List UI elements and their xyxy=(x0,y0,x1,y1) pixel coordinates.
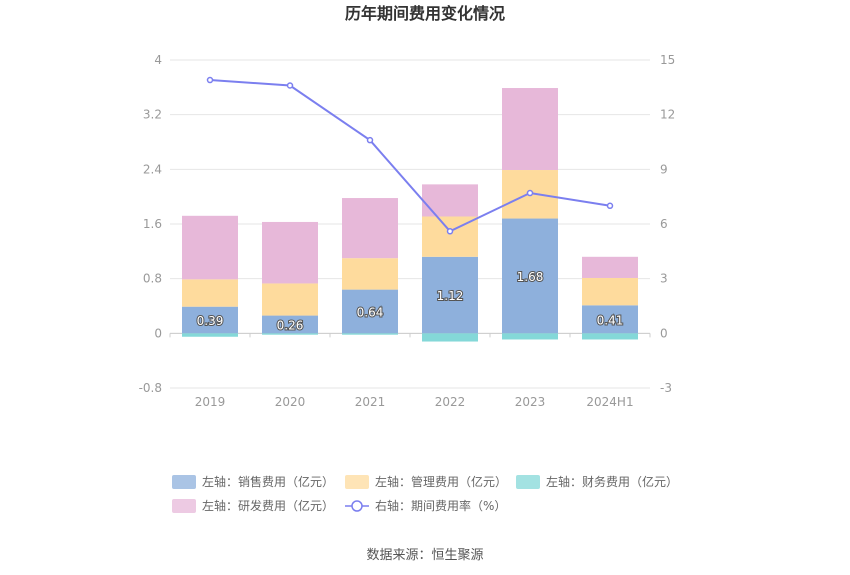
bar-segment xyxy=(422,256,478,334)
right-tick-label: 9 xyxy=(660,162,668,176)
x-tick-label: 2022 xyxy=(435,395,466,409)
right-tick-label: 6 xyxy=(660,217,668,231)
right-tick-label: 0 xyxy=(660,326,668,340)
bar-data-label: 0.26 xyxy=(277,318,304,332)
legend-swatch xyxy=(516,475,540,489)
x-tick-label: 2020 xyxy=(275,395,306,409)
left-tick-label: 1.6 xyxy=(143,217,162,231)
bar-segment xyxy=(342,258,398,290)
rate-point xyxy=(526,189,534,197)
bar-segment xyxy=(182,279,238,307)
bar-segment xyxy=(502,218,558,334)
x-tick-label: 2023 xyxy=(515,395,546,409)
source-note: 数据来源：恒生聚源 xyxy=(366,548,483,563)
right-tick-label: -3 xyxy=(660,381,672,395)
bar-segment xyxy=(582,333,638,340)
legend-marker xyxy=(351,500,363,512)
rate-point xyxy=(206,76,214,84)
legend-swatch xyxy=(172,499,196,513)
right-tick-label: 12 xyxy=(660,108,675,122)
line-series xyxy=(206,76,614,235)
left-tick-label: 4 xyxy=(154,53,162,67)
bar-segment xyxy=(422,333,478,342)
bar-segment xyxy=(182,306,238,334)
bar-segment xyxy=(342,289,398,334)
bar-data-label: 0.39 xyxy=(197,314,224,328)
x-tick-label: 2019 xyxy=(195,395,226,409)
bar-segment xyxy=(262,283,318,316)
left-tick-label: -0.8 xyxy=(139,381,162,395)
legend[interactable]: 左轴：销售费用（亿元） 左轴：管理费用（亿元） 左轴：财务费用（亿元） 左轴：研发费用… xyxy=(172,474,678,513)
rate-point xyxy=(446,228,454,235)
left-tick-label: 0 xyxy=(154,326,162,340)
right-tick-label: 15 xyxy=(660,53,675,67)
legend-item-label: 左轴：研发费用（亿元） xyxy=(202,498,334,513)
left-axis: 4 3.2 2.4 1.6 0.8 0 -0.8 xyxy=(139,53,162,395)
bar-segment xyxy=(422,184,478,217)
bar-data-label: 1.12 xyxy=(437,289,464,303)
bar-segment xyxy=(262,333,318,335)
left-tick-label: 3.2 xyxy=(143,108,162,122)
bar-segment xyxy=(182,215,238,280)
bar-data-label: 0.41 xyxy=(597,313,624,327)
rate-point xyxy=(286,82,294,89)
bar-segment xyxy=(582,277,638,306)
grid-lines xyxy=(170,59,650,389)
bar-segment xyxy=(502,333,558,340)
rate-point xyxy=(366,136,374,144)
legend-item-label: 左轴：销售费用（亿元） xyxy=(202,474,334,489)
bar-data-label: 1.68 xyxy=(517,270,544,284)
bar-segment xyxy=(582,256,638,278)
bar-segment xyxy=(502,88,558,171)
chart-title: 历年期间费用变化情况 xyxy=(345,4,505,23)
x-axis: 2019 2020 2021 2022 2023 2024H1 xyxy=(169,333,651,409)
legend-swatch xyxy=(345,475,369,489)
bar-segment xyxy=(262,315,318,334)
legend-swatch xyxy=(172,475,196,489)
legend-item-label: 右轴：期间费用率（%） xyxy=(375,498,506,513)
legend-item-label: 左轴：管理费用（亿元） xyxy=(375,474,507,489)
right-tick-label: 3 xyxy=(660,272,668,286)
data-labels: 0.39 0.26 0.64 1.12 1.68 0.41 xyxy=(196,269,625,334)
left-tick-label: 2.4 xyxy=(143,162,162,176)
bar-segment xyxy=(342,333,398,335)
bar-segment xyxy=(262,221,318,284)
bar-data-label: 0.64 xyxy=(357,305,384,319)
rate-point xyxy=(606,202,614,210)
x-tick-label: 2024H1 xyxy=(586,395,633,409)
left-tick-label: 0.8 xyxy=(143,272,162,286)
right-axis: 15 12 9 6 3 0 -3 xyxy=(660,53,675,395)
bar-series xyxy=(182,88,638,342)
bar-segment xyxy=(182,333,238,337)
bar-segment xyxy=(582,305,638,334)
legend-item-label: 左轴：财务费用（亿元） xyxy=(546,474,678,489)
bar-segment xyxy=(342,198,398,259)
x-tick-label: 2021 xyxy=(355,395,386,409)
rate-line xyxy=(209,79,611,233)
